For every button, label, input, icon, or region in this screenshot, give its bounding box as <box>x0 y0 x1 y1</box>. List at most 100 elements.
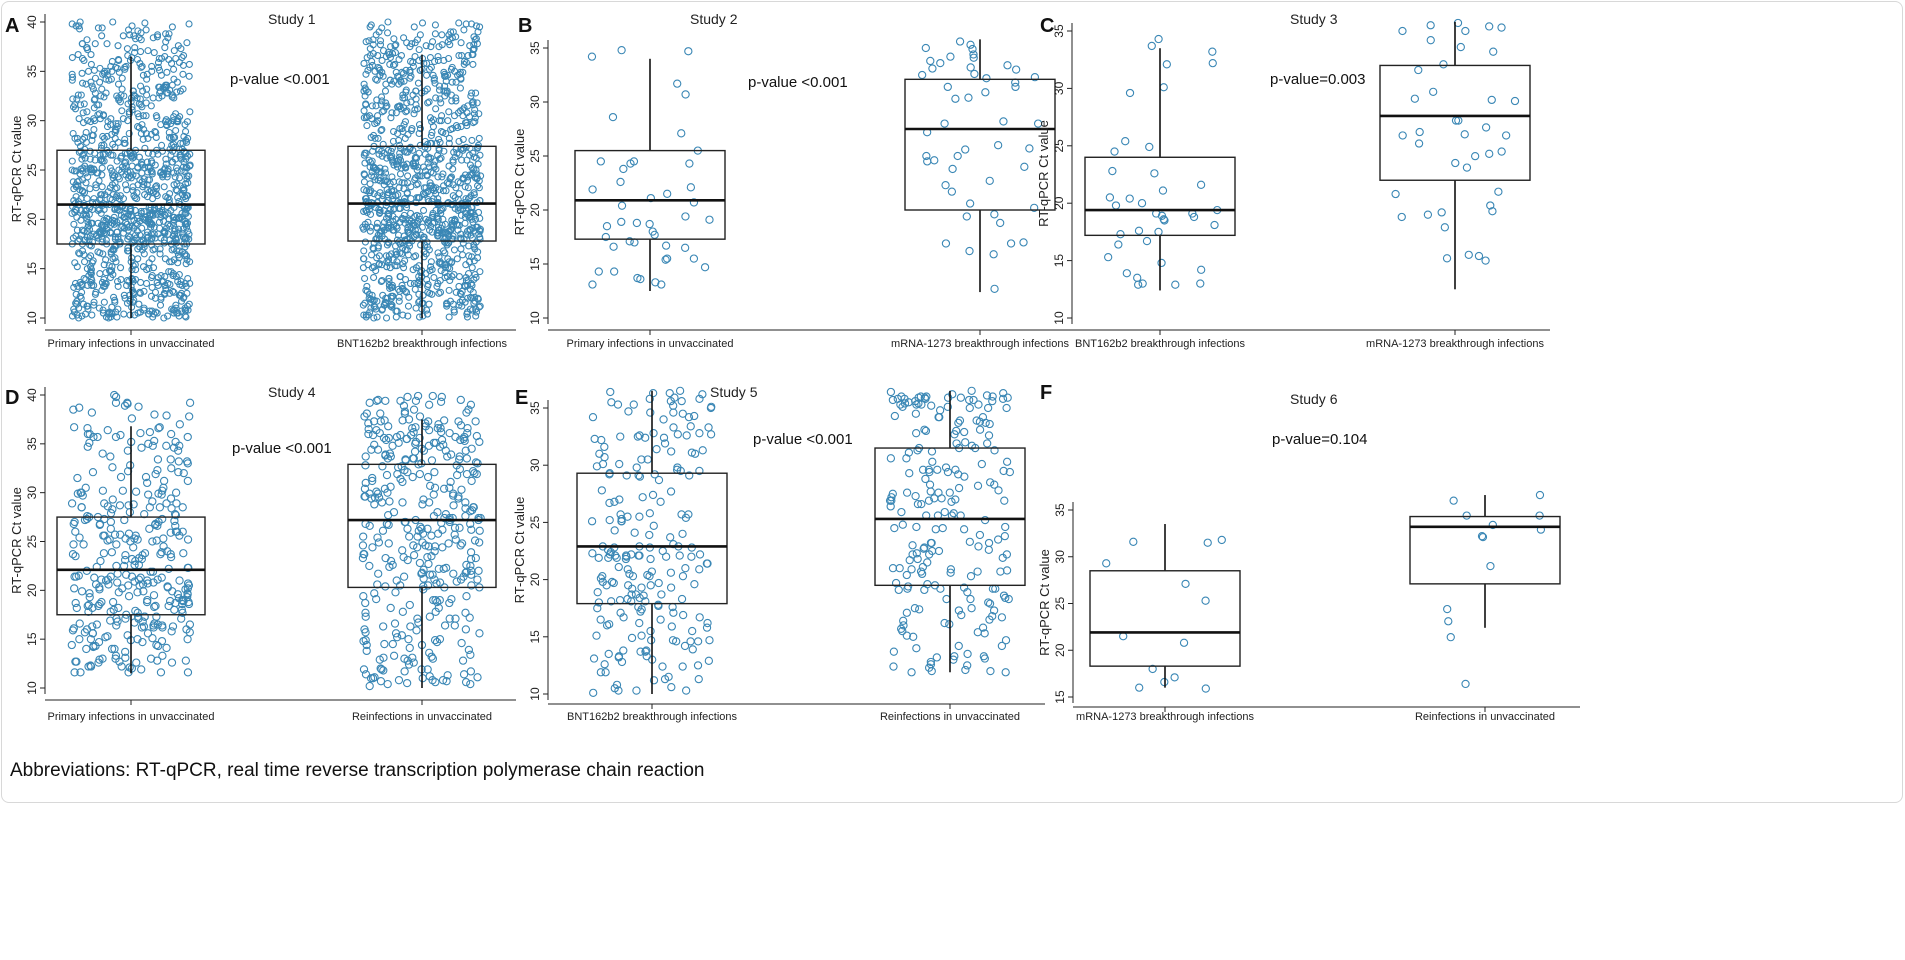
data-point <box>148 283 156 291</box>
data-point <box>921 43 930 53</box>
data-point <box>149 94 157 102</box>
data-point <box>430 635 440 645</box>
data-point <box>656 497 665 506</box>
data-point <box>473 575 482 584</box>
data-point <box>167 134 175 142</box>
data-point <box>174 309 182 317</box>
data-point <box>973 481 983 490</box>
data-point <box>434 564 443 573</box>
data-point <box>111 134 119 142</box>
data-point <box>457 245 465 253</box>
data-point <box>145 427 155 437</box>
data-point <box>181 234 190 242</box>
data-point <box>386 603 395 613</box>
data-point <box>382 169 390 177</box>
data-point <box>71 101 79 109</box>
data-point <box>1147 41 1156 51</box>
data-point <box>131 231 140 239</box>
data-point <box>110 293 118 301</box>
data-point <box>1154 227 1163 237</box>
data-point <box>161 255 169 263</box>
data-point <box>1460 130 1469 139</box>
data-point <box>109 171 117 179</box>
data-point <box>456 395 465 405</box>
data-point <box>648 388 658 398</box>
data-point <box>152 182 161 190</box>
data-point <box>179 549 188 558</box>
data-point <box>981 88 990 97</box>
data-point <box>171 133 179 141</box>
data-point <box>74 91 82 99</box>
data-point <box>475 437 484 447</box>
data-point <box>928 457 937 466</box>
data-point <box>589 654 599 663</box>
data-point <box>175 225 183 233</box>
data-point <box>390 619 400 628</box>
data-point <box>941 239 951 248</box>
data-point <box>926 56 935 66</box>
data-point <box>1451 158 1460 168</box>
data-point <box>80 56 88 65</box>
data-point <box>423 59 431 67</box>
data-point <box>396 170 405 178</box>
data-point <box>153 455 163 464</box>
data-point <box>614 562 623 572</box>
data-point <box>186 161 194 169</box>
y-tick-label: 10 <box>25 311 39 325</box>
data-point <box>607 398 616 407</box>
data-point <box>161 290 169 298</box>
data-point <box>415 412 425 421</box>
data-point <box>123 281 131 289</box>
data-point <box>160 236 168 244</box>
data-point <box>1121 137 1130 146</box>
data-point <box>177 45 185 53</box>
data-point <box>68 312 76 320</box>
data-point <box>156 245 164 253</box>
data-point <box>948 164 957 174</box>
data-point <box>108 303 116 311</box>
data-point <box>148 170 156 178</box>
data-point <box>115 166 123 174</box>
data-point <box>88 131 96 140</box>
data-point <box>423 552 432 562</box>
data-point <box>962 212 971 221</box>
data-point <box>902 488 912 497</box>
data-point <box>616 177 625 187</box>
data-point <box>80 258 89 266</box>
data-point <box>104 310 112 318</box>
data-point <box>445 162 453 170</box>
data-point <box>149 591 159 600</box>
data-point <box>468 136 476 144</box>
data-point <box>450 523 460 532</box>
data-point <box>997 613 1007 622</box>
data-point <box>99 112 108 120</box>
data-point <box>374 569 383 578</box>
y-tick-label: 25 <box>528 149 542 163</box>
data-point <box>103 71 111 79</box>
y-tick-label: 15 <box>25 632 39 646</box>
data-point <box>688 645 697 654</box>
data-point <box>428 391 437 401</box>
data-point <box>109 246 117 254</box>
y-tick-label: 20 <box>1052 196 1066 210</box>
data-point <box>108 267 116 275</box>
data-point <box>681 564 690 573</box>
data-point <box>183 118 191 126</box>
data-point <box>471 106 479 114</box>
data-point <box>183 476 193 486</box>
group-1: Primary infections in unvaccinated <box>48 18 214 350</box>
data-point <box>104 188 112 196</box>
panel-title: Study 5 <box>710 384 758 400</box>
data-point <box>954 641 963 651</box>
data-point <box>137 443 146 452</box>
data-point <box>170 94 178 102</box>
data-point <box>450 530 459 539</box>
data-point <box>144 490 153 499</box>
data-point <box>374 51 382 60</box>
data-point <box>395 153 404 161</box>
data-point <box>182 306 190 314</box>
data-point <box>137 278 145 287</box>
data-point <box>158 171 166 179</box>
data-point <box>695 613 704 622</box>
data-point <box>990 210 999 219</box>
